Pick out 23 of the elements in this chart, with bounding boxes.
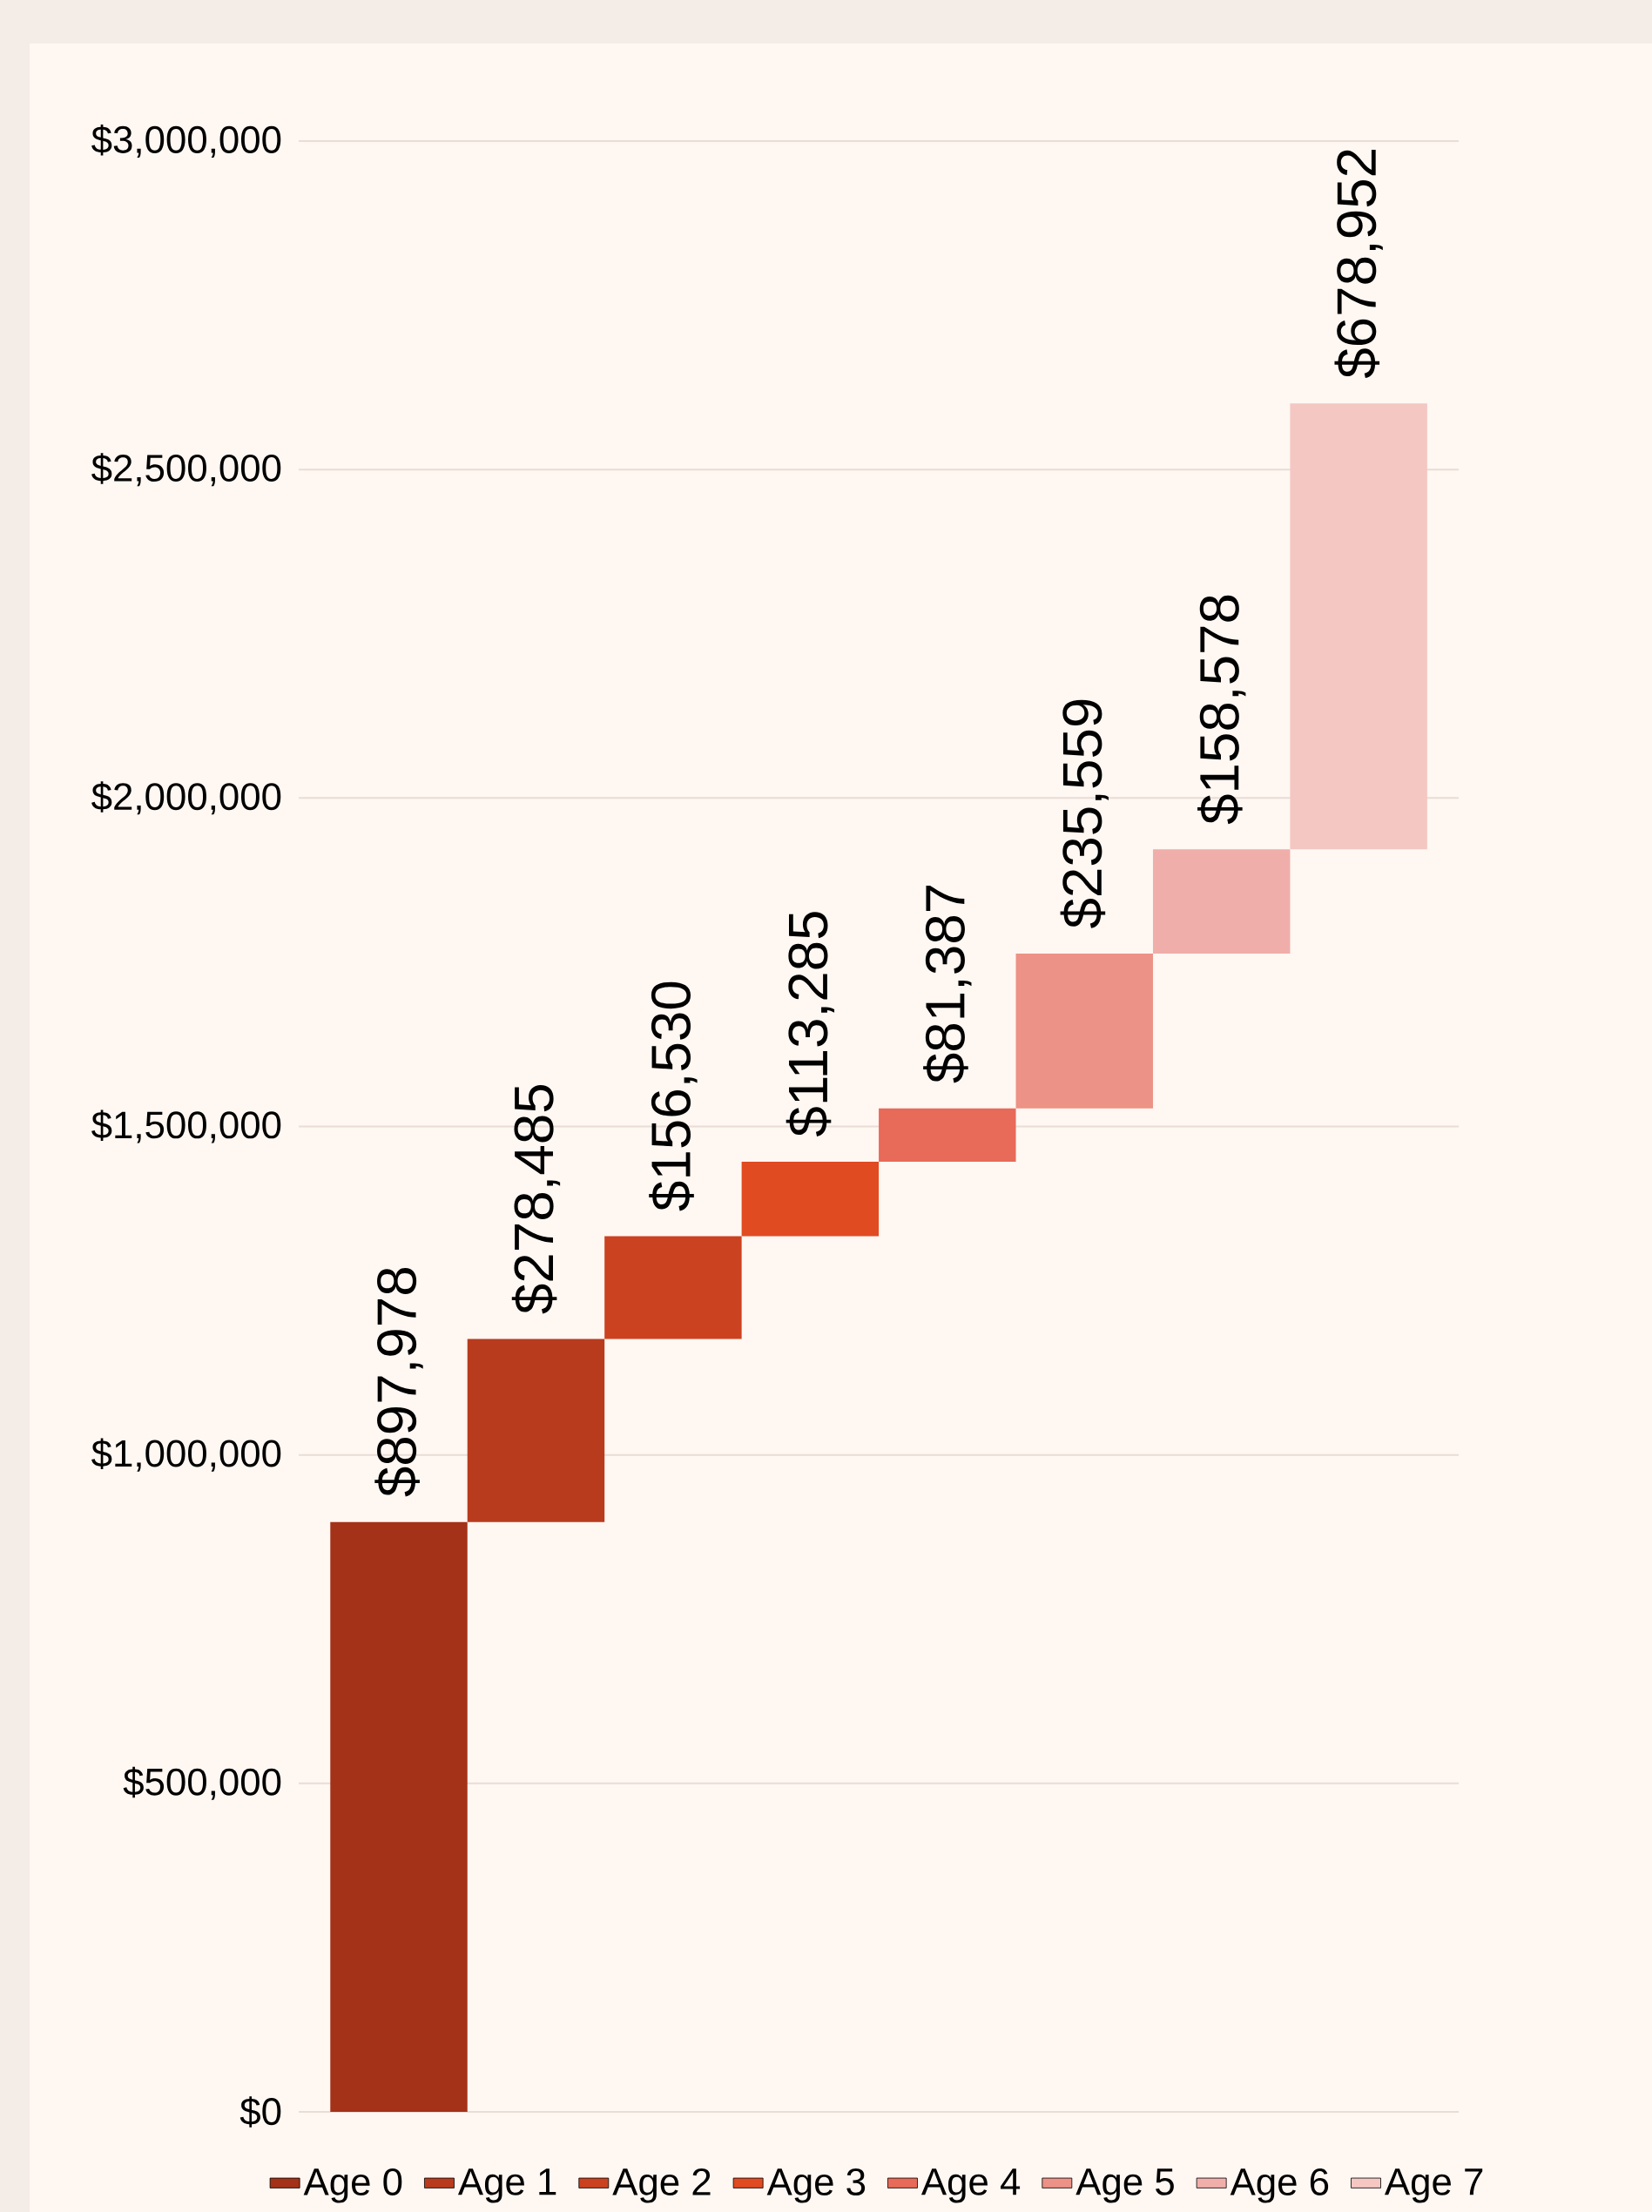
legend-label: Age 5 [1075, 2168, 1174, 2203]
legend-label: Age 1 [457, 2168, 556, 2203]
y-tick-label: $500,000 [123, 1766, 281, 1800]
y-tick-label: $3,000,000 [91, 124, 281, 158]
legend-label: Age 2 [612, 2168, 711, 2203]
data-label: $158,578 [1197, 595, 1246, 825]
legend-label: Age 3 [766, 2168, 866, 2203]
legend-label: Age 7 [1384, 2168, 1483, 2203]
data-label: $81,387 [923, 886, 972, 1083]
legend-label: Age 6 [1230, 2168, 1329, 2203]
legend-label: Age 0 [303, 2168, 402, 2203]
y-tick-label: $2,500,000 [91, 453, 281, 487]
data-label: $678,952 [1334, 150, 1383, 379]
data-label: $897,978 [374, 1268, 423, 1497]
y-tick-label: $2,000,000 [91, 781, 281, 815]
y-tick-label: $1,000,000 [91, 1438, 281, 1472]
data-label: $235,559 [1060, 699, 1109, 928]
y-tick-label: $1,500,000 [91, 1109, 281, 1143]
data-label: $113,285 [786, 912, 835, 1136]
data-label: $278,485 [511, 1084, 561, 1314]
data-label: $156,530 [649, 981, 698, 1211]
y-tick-label: $0 [239, 2096, 281, 2128]
legend-label: Age 4 [920, 2168, 1021, 2203]
